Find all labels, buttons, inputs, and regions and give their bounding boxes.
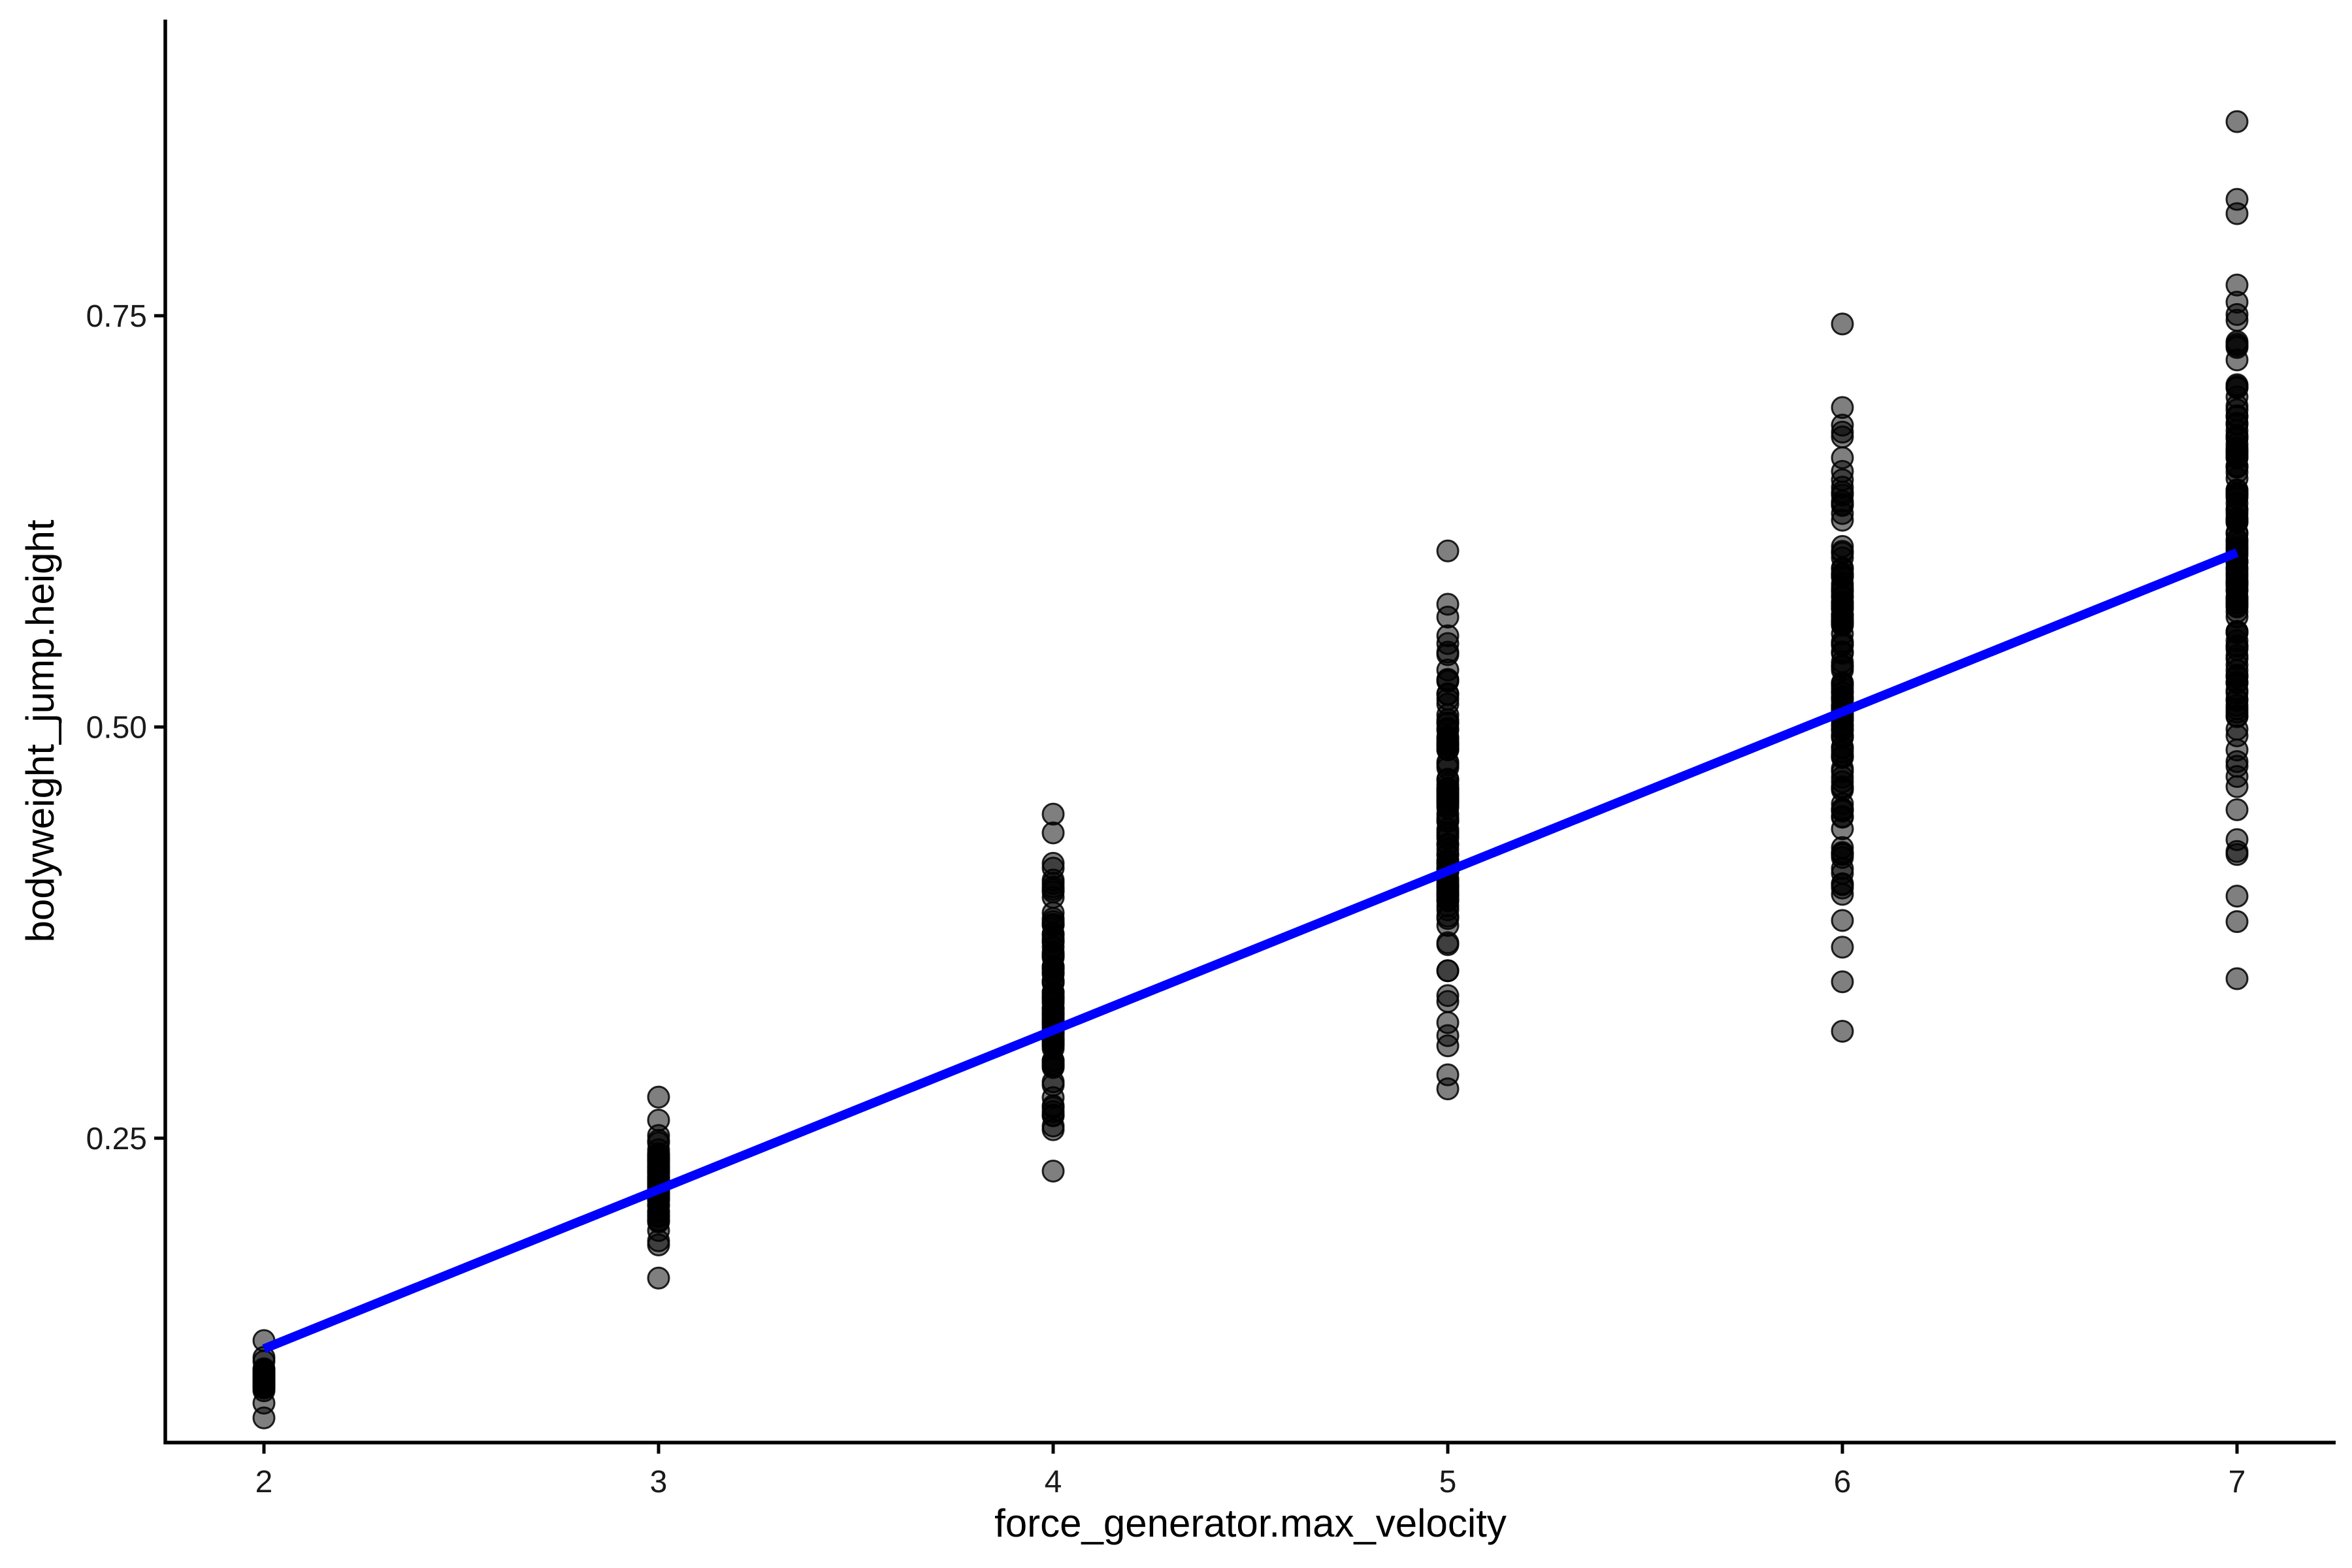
data-point: [2225, 110, 2249, 133]
data-point: [1041, 802, 1065, 826]
y-axis-title: bodyweight_jump.height: [18, 519, 62, 942]
data-point: [1831, 681, 1854, 704]
data-point: [647, 1085, 670, 1109]
y-axis-ticks: 0.25 0.50 0.75: [86, 299, 165, 1156]
data-point: [2225, 665, 2249, 689]
data-point: [1436, 959, 1460, 983]
axis-lines: [163, 20, 2336, 1445]
points-layer: [252, 110, 2249, 1429]
data-point: [2225, 336, 2249, 359]
data-point: [1041, 868, 1065, 892]
data-point: [1831, 873, 1854, 896]
data-point: [1436, 806, 1460, 830]
y-tick-label: 0.50: [86, 711, 147, 745]
data-point: [2225, 885, 2249, 908]
data-point: [2225, 466, 2249, 490]
x-tick-label: 7: [2229, 1465, 2246, 1499]
data-point: [2225, 765, 2249, 789]
data-point: [1436, 605, 1460, 629]
data-point: [1436, 683, 1460, 706]
data-point: [1436, 1034, 1460, 1058]
data-point: [2225, 572, 2249, 595]
x-tick-label: 6: [1834, 1465, 1852, 1499]
data-point: [2225, 840, 2249, 863]
data-point: [1041, 821, 1065, 845]
y-tick-label: 0.25: [86, 1122, 147, 1156]
data-point: [1041, 913, 1065, 936]
data-point: [1831, 420, 1854, 444]
data-point: [252, 1367, 276, 1391]
data-point: [1436, 1063, 1460, 1086]
x-axis-title: force_generator.max_velocity: [994, 1501, 1507, 1545]
data-point: [2225, 634, 2249, 658]
data-point: [1436, 933, 1460, 956]
data-point: [1831, 1020, 1854, 1043]
data-point: [2225, 376, 2249, 399]
data-point: [1041, 1073, 1065, 1097]
data-point: [1831, 460, 1854, 483]
data-point: [2225, 486, 2249, 510]
data-point: [1831, 760, 1854, 783]
y-tick-label: 0.75: [86, 299, 147, 334]
data-point: [1436, 756, 1460, 779]
data-point: [2225, 273, 2249, 297]
x-tick-label: 3: [650, 1465, 668, 1499]
data-point: [1831, 632, 1854, 656]
data-point: [1041, 935, 1065, 958]
data-point: [1436, 703, 1460, 727]
data-point: [1041, 1118, 1065, 1141]
fit-line-layer: [262, 548, 2239, 1353]
data-point: [252, 1392, 276, 1415]
data-point: [647, 1124, 670, 1147]
data-point: [1831, 936, 1854, 959]
data-point: [1831, 797, 1854, 821]
data-point: [2225, 704, 2249, 728]
data-point: [1041, 996, 1065, 1020]
data-point: [1831, 841, 1854, 864]
data-point: [1831, 493, 1854, 516]
data-point: [2225, 798, 2249, 821]
data-point: [1436, 889, 1460, 913]
data-point: [647, 1233, 670, 1256]
data-point: [1831, 909, 1854, 932]
x-axis-ticks: 2 3 4 5 6 7: [255, 1443, 2246, 1499]
data-point: [1436, 725, 1460, 749]
x-tick-label: 4: [1045, 1465, 1062, 1499]
data-point: [2225, 967, 2249, 990]
data-point: [2225, 738, 2249, 762]
x-tick-label: 5: [1439, 1465, 1457, 1499]
data-point: [2225, 910, 2249, 934]
data-point: [647, 1147, 670, 1171]
data-point: [1831, 726, 1854, 749]
data-point: [2225, 528, 2249, 551]
data-point: [2225, 398, 2249, 421]
data-point: [1436, 990, 1460, 1013]
data-point: [1041, 1160, 1065, 1183]
x-tick-label: 2: [255, 1465, 273, 1499]
data-point: [1831, 970, 1854, 994]
data-point: [1436, 539, 1460, 563]
data-point: [1831, 608, 1854, 631]
data-point: [1436, 632, 1460, 655]
data-point: [1041, 1096, 1065, 1119]
axes: [163, 20, 2336, 1445]
data-point: [2225, 188, 2249, 211]
data-point: [2225, 308, 2249, 332]
data-point: [1831, 312, 1854, 336]
data-point: [647, 1266, 670, 1290]
regression-line: [262, 548, 2239, 1353]
data-point: [1436, 1011, 1460, 1034]
data-point: [2225, 427, 2249, 450]
data-point: [1041, 961, 1065, 985]
data-point: [1831, 546, 1854, 570]
